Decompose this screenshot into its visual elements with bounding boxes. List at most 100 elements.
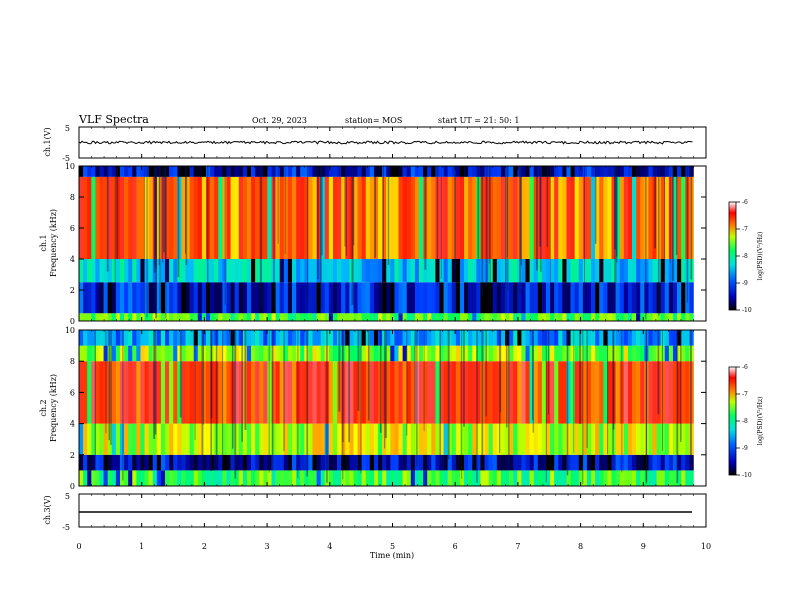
spectrogram-cell bbox=[205, 345, 211, 362]
spectrogram-cell bbox=[173, 454, 178, 471]
spectrogram-cell bbox=[423, 345, 428, 362]
spectrogram-cell bbox=[668, 282, 674, 314]
spectrogram-cell bbox=[156, 166, 162, 177]
spectrogram-cell bbox=[402, 313, 408, 321]
spectrogram-cell bbox=[337, 259, 342, 283]
ytick-label: 2 bbox=[70, 286, 75, 295]
spectrogram-cell bbox=[308, 361, 313, 424]
spectrogram-cell bbox=[660, 282, 666, 314]
spectrogram-cell bbox=[464, 470, 469, 486]
spectrogram-cell bbox=[83, 176, 88, 259]
spectrogram-cell bbox=[222, 259, 227, 283]
spectrogram-cell bbox=[263, 345, 268, 362]
spectrogram-cell bbox=[152, 470, 158, 486]
spectrogram-cell bbox=[91, 259, 96, 283]
spectrogram-cell bbox=[603, 330, 608, 346]
spectrogram-cell bbox=[447, 176, 453, 259]
spectrogram-cell bbox=[111, 345, 117, 362]
spectrogram-cell bbox=[320, 454, 326, 471]
spectrogram-cell bbox=[517, 166, 522, 177]
spectrogram-cell bbox=[599, 330, 604, 346]
spectrogram-cell bbox=[357, 361, 362, 424]
spectrogram-cell bbox=[132, 282, 137, 314]
spectrogram-cell bbox=[316, 330, 321, 346]
spectrogram-cell bbox=[619, 470, 625, 486]
spectrogram-cell bbox=[492, 259, 498, 283]
spectrogram-striation bbox=[146, 166, 148, 318]
spectrogram-cell bbox=[394, 313, 399, 321]
spectrogram-cell bbox=[160, 454, 166, 471]
spectrogram-cell bbox=[304, 259, 309, 283]
spectrogram-cell bbox=[541, 259, 547, 283]
spectrogram-cell bbox=[500, 423, 506, 455]
spectrogram-cell bbox=[99, 361, 104, 424]
spectrogram-cell bbox=[603, 166, 608, 177]
spectrogram-cell bbox=[394, 454, 399, 471]
spectrogram-cell bbox=[623, 423, 629, 455]
spectrogram-cell bbox=[419, 313, 424, 321]
spectrogram-cell bbox=[87, 454, 92, 471]
spectrogram-cell bbox=[95, 470, 100, 486]
spectrogram-cell bbox=[636, 313, 641, 321]
spectrogram-cell bbox=[300, 361, 305, 424]
spectrogram-cell bbox=[566, 176, 571, 259]
spectrogram-cell bbox=[578, 361, 584, 424]
spectrogram-striation bbox=[506, 330, 508, 428]
spectrogram-cell bbox=[410, 345, 416, 362]
spectrogram-cell bbox=[677, 454, 682, 471]
spectrogram-cell bbox=[95, 259, 100, 283]
spectrogram-cell bbox=[423, 313, 428, 321]
spectrogram-cell bbox=[140, 313, 145, 321]
spectrogram-cell bbox=[136, 313, 141, 321]
spectrogram-cell bbox=[165, 361, 170, 424]
spectrogram-cell bbox=[541, 345, 547, 362]
spectrogram-cell bbox=[529, 330, 534, 346]
spectrogram-cell bbox=[513, 282, 518, 314]
spectrogram-cell bbox=[566, 259, 571, 283]
spectrogram-cell bbox=[345, 361, 350, 424]
spectrogram-cell bbox=[230, 454, 235, 471]
spectrogram-cell bbox=[611, 166, 616, 177]
spectrogram-cell bbox=[615, 313, 621, 321]
spectrogram-cell bbox=[320, 361, 326, 424]
spectrogram-cell bbox=[599, 345, 604, 362]
spectrogram-cell bbox=[480, 282, 485, 314]
spectrogram-cell bbox=[611, 361, 616, 424]
spectrogram-cell bbox=[296, 282, 301, 314]
spectrogram-cell bbox=[173, 166, 178, 177]
spectrogram-striation bbox=[367, 330, 370, 421]
spectrogram-striation bbox=[158, 166, 160, 266]
spectrogram-cell bbox=[189, 282, 194, 314]
spectrogram-cell bbox=[451, 166, 457, 177]
ch3-ytick-top: 5 bbox=[65, 492, 70, 501]
spectrogram-cell bbox=[410, 361, 416, 424]
spectrogram-cell bbox=[414, 259, 420, 283]
spectrogram-cell bbox=[99, 454, 104, 471]
spectrogram-cell bbox=[341, 345, 346, 362]
spectrogram-cell bbox=[308, 313, 313, 321]
spectrogram-cell bbox=[91, 361, 96, 424]
spectrogram-cell bbox=[496, 282, 502, 314]
spectrogram-cell bbox=[369, 282, 375, 314]
spectrogram-striation bbox=[485, 330, 487, 417]
spectrogram-cell bbox=[595, 176, 600, 259]
spectrogram-cell bbox=[541, 176, 547, 259]
spectrogram-cell bbox=[115, 470, 121, 486]
spectrogram-cell bbox=[79, 282, 84, 314]
spectrogram-cell bbox=[238, 176, 244, 259]
spectrogram-cell bbox=[586, 470, 592, 486]
spectrogram-cell bbox=[406, 166, 412, 177]
spectrogram-cell bbox=[410, 282, 416, 314]
spectrogram-cell bbox=[427, 166, 432, 177]
spectrogram-cell bbox=[304, 176, 309, 259]
spectrogram-cell bbox=[328, 313, 334, 321]
spectrogram-cell bbox=[603, 313, 608, 321]
spectrogram-cell bbox=[607, 423, 612, 455]
spectrogram-cell bbox=[595, 166, 600, 177]
spectrogram-cell bbox=[496, 423, 502, 455]
spectrogram-cell bbox=[582, 423, 588, 455]
spectrogram-cell bbox=[373, 166, 379, 177]
spectrogram-cell bbox=[672, 166, 678, 177]
spectrogram-striation bbox=[520, 166, 522, 266]
spectrogram-cell bbox=[664, 166, 670, 177]
